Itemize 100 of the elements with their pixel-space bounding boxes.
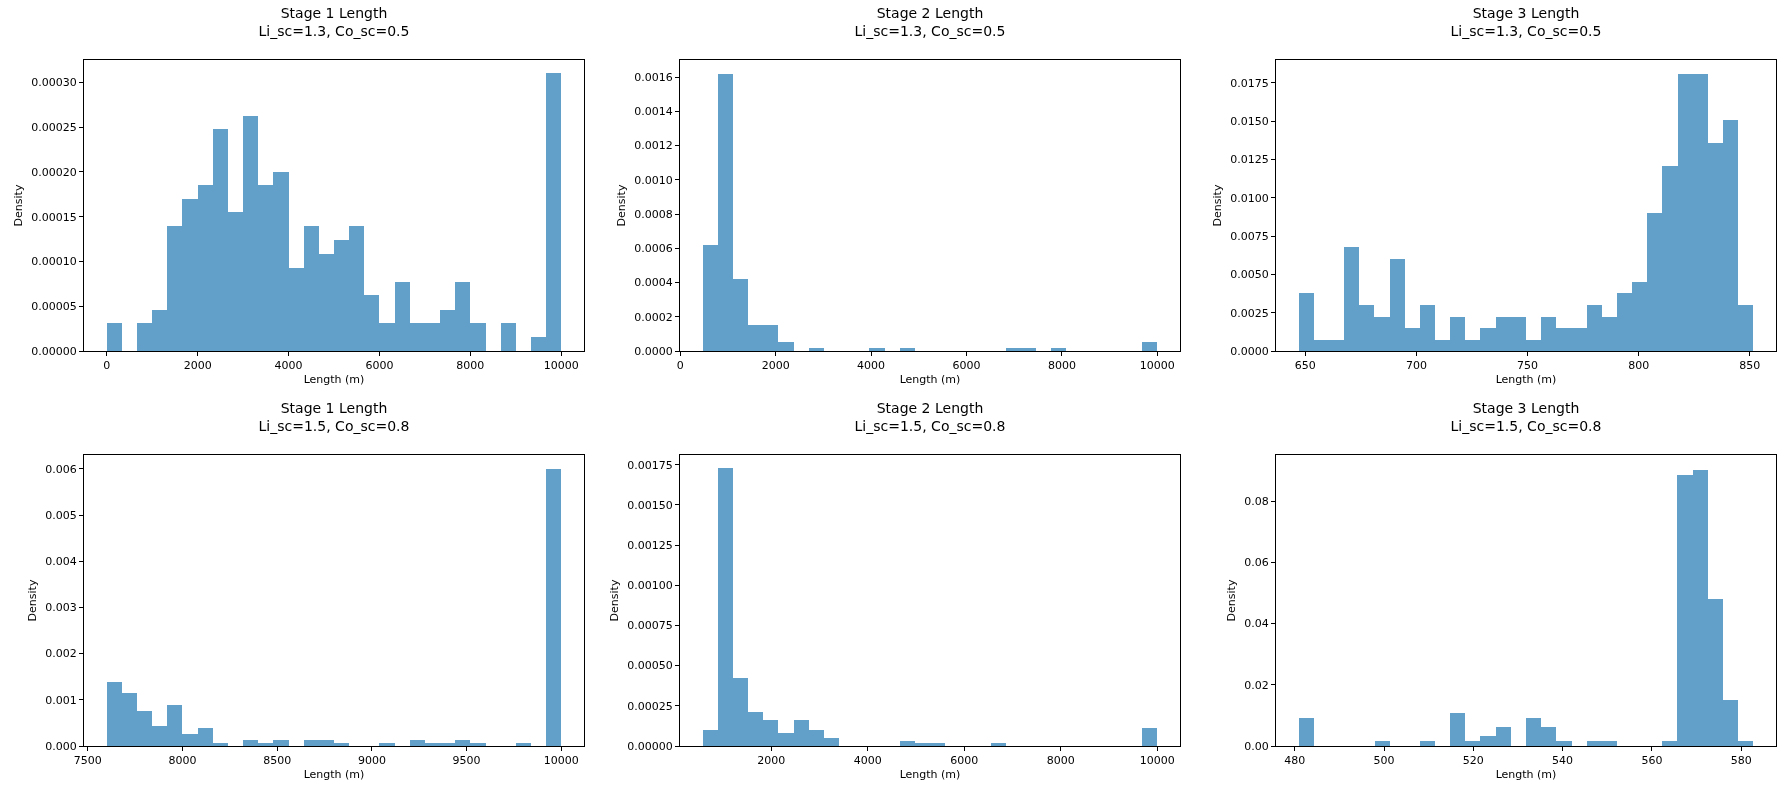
x-tick-label: 4000 — [853, 754, 882, 768]
x-tick-label: 0 — [676, 359, 684, 373]
x-tick-label: 10000 — [1139, 359, 1175, 373]
y-tick-label: 0.0004 — [634, 276, 673, 290]
x-tick-label: 10000 — [1139, 754, 1175, 768]
x-axis-title: Length (m) — [1495, 373, 1557, 387]
y-tick-label: 0.005 — [45, 508, 77, 522]
y-tick-label: 0.0000 — [1230, 344, 1269, 358]
x-tick-label: 0 — [103, 359, 111, 373]
y-tick-label: 0.00000 — [31, 344, 77, 358]
x-tick-label: 700 — [1405, 359, 1427, 373]
x-tick-label: 500 — [1373, 754, 1395, 768]
y-tick-label: 0.00 — [1244, 739, 1269, 753]
y-tick-label: 0.00030 — [31, 76, 77, 90]
x-tick-label: 560 — [1641, 754, 1663, 768]
x-tick-label: 6000 — [365, 359, 394, 373]
y-tick-label: 0.004 — [45, 555, 77, 569]
y-tick-label: 0.00000 — [627, 739, 673, 753]
y-tick-label: 0.00075 — [627, 619, 673, 633]
x-tick-label: 2000 — [757, 754, 786, 768]
y-tick-label: 0.0012 — [634, 139, 673, 153]
y-axis-title: Density — [25, 579, 39, 622]
y-tick-label: 0.002 — [45, 647, 77, 661]
y-tick-label: 0.00015 — [31, 210, 77, 224]
y-tick-label: 0.0075 — [1230, 229, 1269, 243]
y-tick-label: 0.0010 — [634, 173, 673, 187]
x-tick-label: 800 — [1628, 359, 1650, 373]
y-tick-label: 0.0025 — [1230, 306, 1269, 320]
x-tick-label: 7500 — [73, 754, 102, 768]
x-tick-label: 2000 — [183, 359, 212, 373]
chart-title: Stage 2 Length — [876, 399, 984, 416]
x-axis-title: Length (m) — [899, 373, 961, 387]
y-tick-label: 0.0006 — [634, 242, 673, 256]
y-tick-label: 0.0175 — [1230, 76, 1269, 90]
y-tick-label: 0.000 — [45, 739, 77, 753]
x-tick-label: 2000 — [761, 359, 790, 373]
y-tick-label: 0.003 — [45, 601, 77, 615]
y-tick-label: 0.00005 — [31, 300, 77, 314]
y-tick-label: 0.00010 — [31, 255, 77, 269]
x-axis-title: Length (m) — [303, 373, 365, 387]
x-tick-label: 6000 — [950, 754, 979, 768]
y-axis-title: Density — [11, 184, 25, 227]
x-tick-label: 10000 — [543, 754, 579, 768]
chart-subtitle: Li_sc=1.3, Co_sc=0.5 — [854, 22, 1006, 39]
y-tick-label: 0.006 — [45, 462, 77, 476]
y-axis-title: Density — [614, 184, 628, 227]
x-tick-label: 6000 — [952, 359, 981, 373]
y-tick-label: 0.02 — [1244, 678, 1269, 692]
y-tick-label: 0.0008 — [634, 207, 673, 221]
y-tick-label: 0.06 — [1244, 556, 1269, 570]
x-tick-label: 750 — [1517, 359, 1539, 373]
y-tick-label: 0.0125 — [1230, 153, 1269, 167]
chart-title: Stage 3 Length — [1472, 399, 1580, 416]
chart-subtitle: Li_sc=1.5, Co_sc=0.8 — [854, 417, 1006, 434]
x-tick-label: 650 — [1294, 359, 1316, 373]
x-tick-label: 4000 — [274, 359, 303, 373]
x-tick-label: 10000 — [543, 359, 579, 373]
y-tick-label: 0.0016 — [634, 70, 673, 84]
x-tick-label: 8500 — [263, 754, 292, 768]
y-tick-label: 0.00020 — [31, 165, 77, 179]
chart-title: Stage 1 Length — [280, 399, 388, 416]
y-axis-title: Density — [607, 579, 621, 622]
y-tick-label: 0.00025 — [31, 121, 77, 134]
y-tick-label: 0.00125 — [627, 538, 673, 552]
y-tick-label: 0.00100 — [627, 579, 673, 593]
x-tick-label: 9500 — [452, 754, 481, 768]
x-tick-label: 580 — [1730, 754, 1752, 768]
y-tick-label: 0.00150 — [627, 498, 673, 512]
y-tick-label: 0.04 — [1244, 617, 1269, 631]
chart-subtitle: Li_sc=1.3, Co_sc=0.5 — [1450, 22, 1602, 39]
y-tick-label: 0.0100 — [1230, 191, 1269, 205]
x-tick-label: 4000 — [857, 359, 886, 373]
y-tick-label: 0.08 — [1244, 495, 1269, 509]
y-tick-label: 0.00050 — [627, 659, 673, 673]
x-axis-title: Length (m) — [899, 768, 961, 782]
x-tick-label: 8000 — [1047, 359, 1076, 373]
x-tick-label: 850 — [1739, 359, 1761, 373]
y-tick-label: 0.0000 — [634, 344, 673, 358]
y-tick-label: 0.0002 — [634, 310, 673, 324]
x-axis-title: Length (m) — [1495, 768, 1557, 782]
y-tick-label: 0.0014 — [634, 105, 673, 119]
x-tick-label: 8000 — [1046, 754, 1075, 768]
y-tick-label: 0.00025 — [627, 699, 673, 713]
chart-title: Stage 3 Length — [1472, 4, 1580, 21]
chart-title: Stage 2 Length — [876, 4, 984, 21]
x-tick-label: 480 — [1284, 754, 1306, 768]
x-tick-label: 9000 — [357, 754, 386, 768]
x-tick-label: 8000 — [456, 359, 485, 373]
x-tick-label: 8000 — [168, 754, 197, 768]
y-tick-label: 0.001 — [45, 693, 77, 707]
y-tick-label: 0.00175 — [627, 458, 673, 472]
chart-subtitle: Li_sc=1.5, Co_sc=0.8 — [1450, 417, 1602, 434]
y-tick-label: 0.0150 — [1230, 115, 1269, 129]
y-axis-title: Density — [1210, 184, 1224, 227]
chart-subtitle: Li_sc=1.5, Co_sc=0.8 — [258, 417, 410, 434]
chart-title: Stage 1 Length — [280, 4, 388, 21]
chart-subtitle: Li_sc=1.3, Co_sc=0.5 — [258, 22, 410, 39]
y-tick-label: 0.0050 — [1230, 268, 1269, 282]
y-axis-title: Density — [1224, 579, 1238, 622]
x-tick-label: 520 — [1462, 754, 1484, 768]
